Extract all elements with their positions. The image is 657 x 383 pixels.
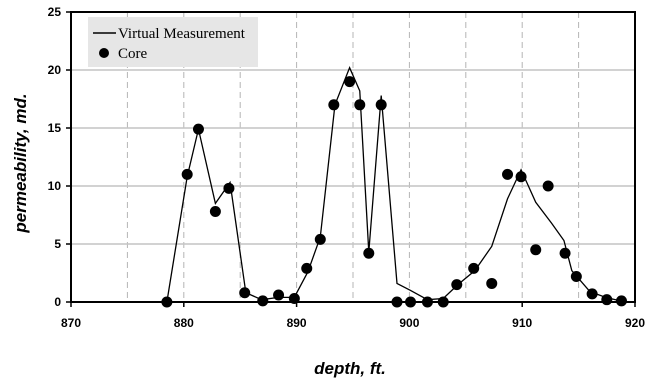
legend: Virtual Measurement Core (88, 17, 258, 67)
core-point (328, 99, 340, 111)
core-point (559, 247, 571, 259)
core-point (405, 296, 417, 308)
core-point (301, 262, 313, 274)
core-point (502, 168, 514, 180)
x-axis-title: depth, ft. (314, 359, 386, 378)
y-tick-label: 15 (48, 121, 62, 135)
core-point (601, 294, 613, 306)
core-point (181, 168, 193, 180)
core-point (273, 289, 285, 301)
y-tick-label: 10 (48, 179, 62, 193)
core-point (570, 270, 582, 282)
y-axis-title: permeability, md. (11, 93, 30, 233)
core-point (375, 99, 387, 111)
core-point (391, 296, 403, 308)
x-tick-label: 890 (287, 316, 307, 330)
core-point (486, 277, 498, 289)
core-point (586, 288, 598, 300)
core-point (192, 123, 204, 135)
y-tick-label: 0 (54, 295, 61, 309)
core-point (354, 99, 366, 111)
core-point (468, 262, 480, 274)
grid-lines (71, 12, 635, 302)
core-point (363, 247, 375, 259)
core-point (421, 296, 433, 308)
x-tick-label: 880 (174, 316, 194, 330)
legend-label-virtual-measurement: Virtual Measurement (118, 26, 246, 42)
x-tick-label: 920 (625, 316, 645, 330)
core-point (288, 293, 300, 305)
core-point (542, 180, 554, 192)
legend-box (88, 17, 258, 67)
legend-marker-core (99, 48, 109, 58)
core-point (437, 296, 449, 308)
core-point (239, 287, 251, 299)
core-point (344, 76, 356, 88)
core-point (223, 182, 235, 194)
core-point (314, 233, 326, 245)
y-tick-label: 25 (48, 5, 62, 19)
x-tick-label: 900 (399, 316, 419, 330)
axis-ticks: 0 5 10 15 20 25 870 880 890 900 910 920 (48, 5, 646, 330)
y-tick-label: 20 (48, 63, 62, 77)
core-point (209, 206, 221, 218)
core-point (515, 171, 527, 183)
core-point (615, 295, 627, 307)
core-series (161, 76, 627, 308)
legend-label-core: Core (118, 46, 148, 62)
plot-frame (70, 11, 636, 303)
core-point (530, 244, 542, 256)
x-tick-label: 910 (512, 316, 532, 330)
core-point (451, 279, 463, 291)
y-tick-label: 5 (54, 237, 61, 251)
x-tick-label: 870 (61, 316, 81, 330)
core-point (161, 296, 173, 308)
core-point (257, 295, 269, 307)
